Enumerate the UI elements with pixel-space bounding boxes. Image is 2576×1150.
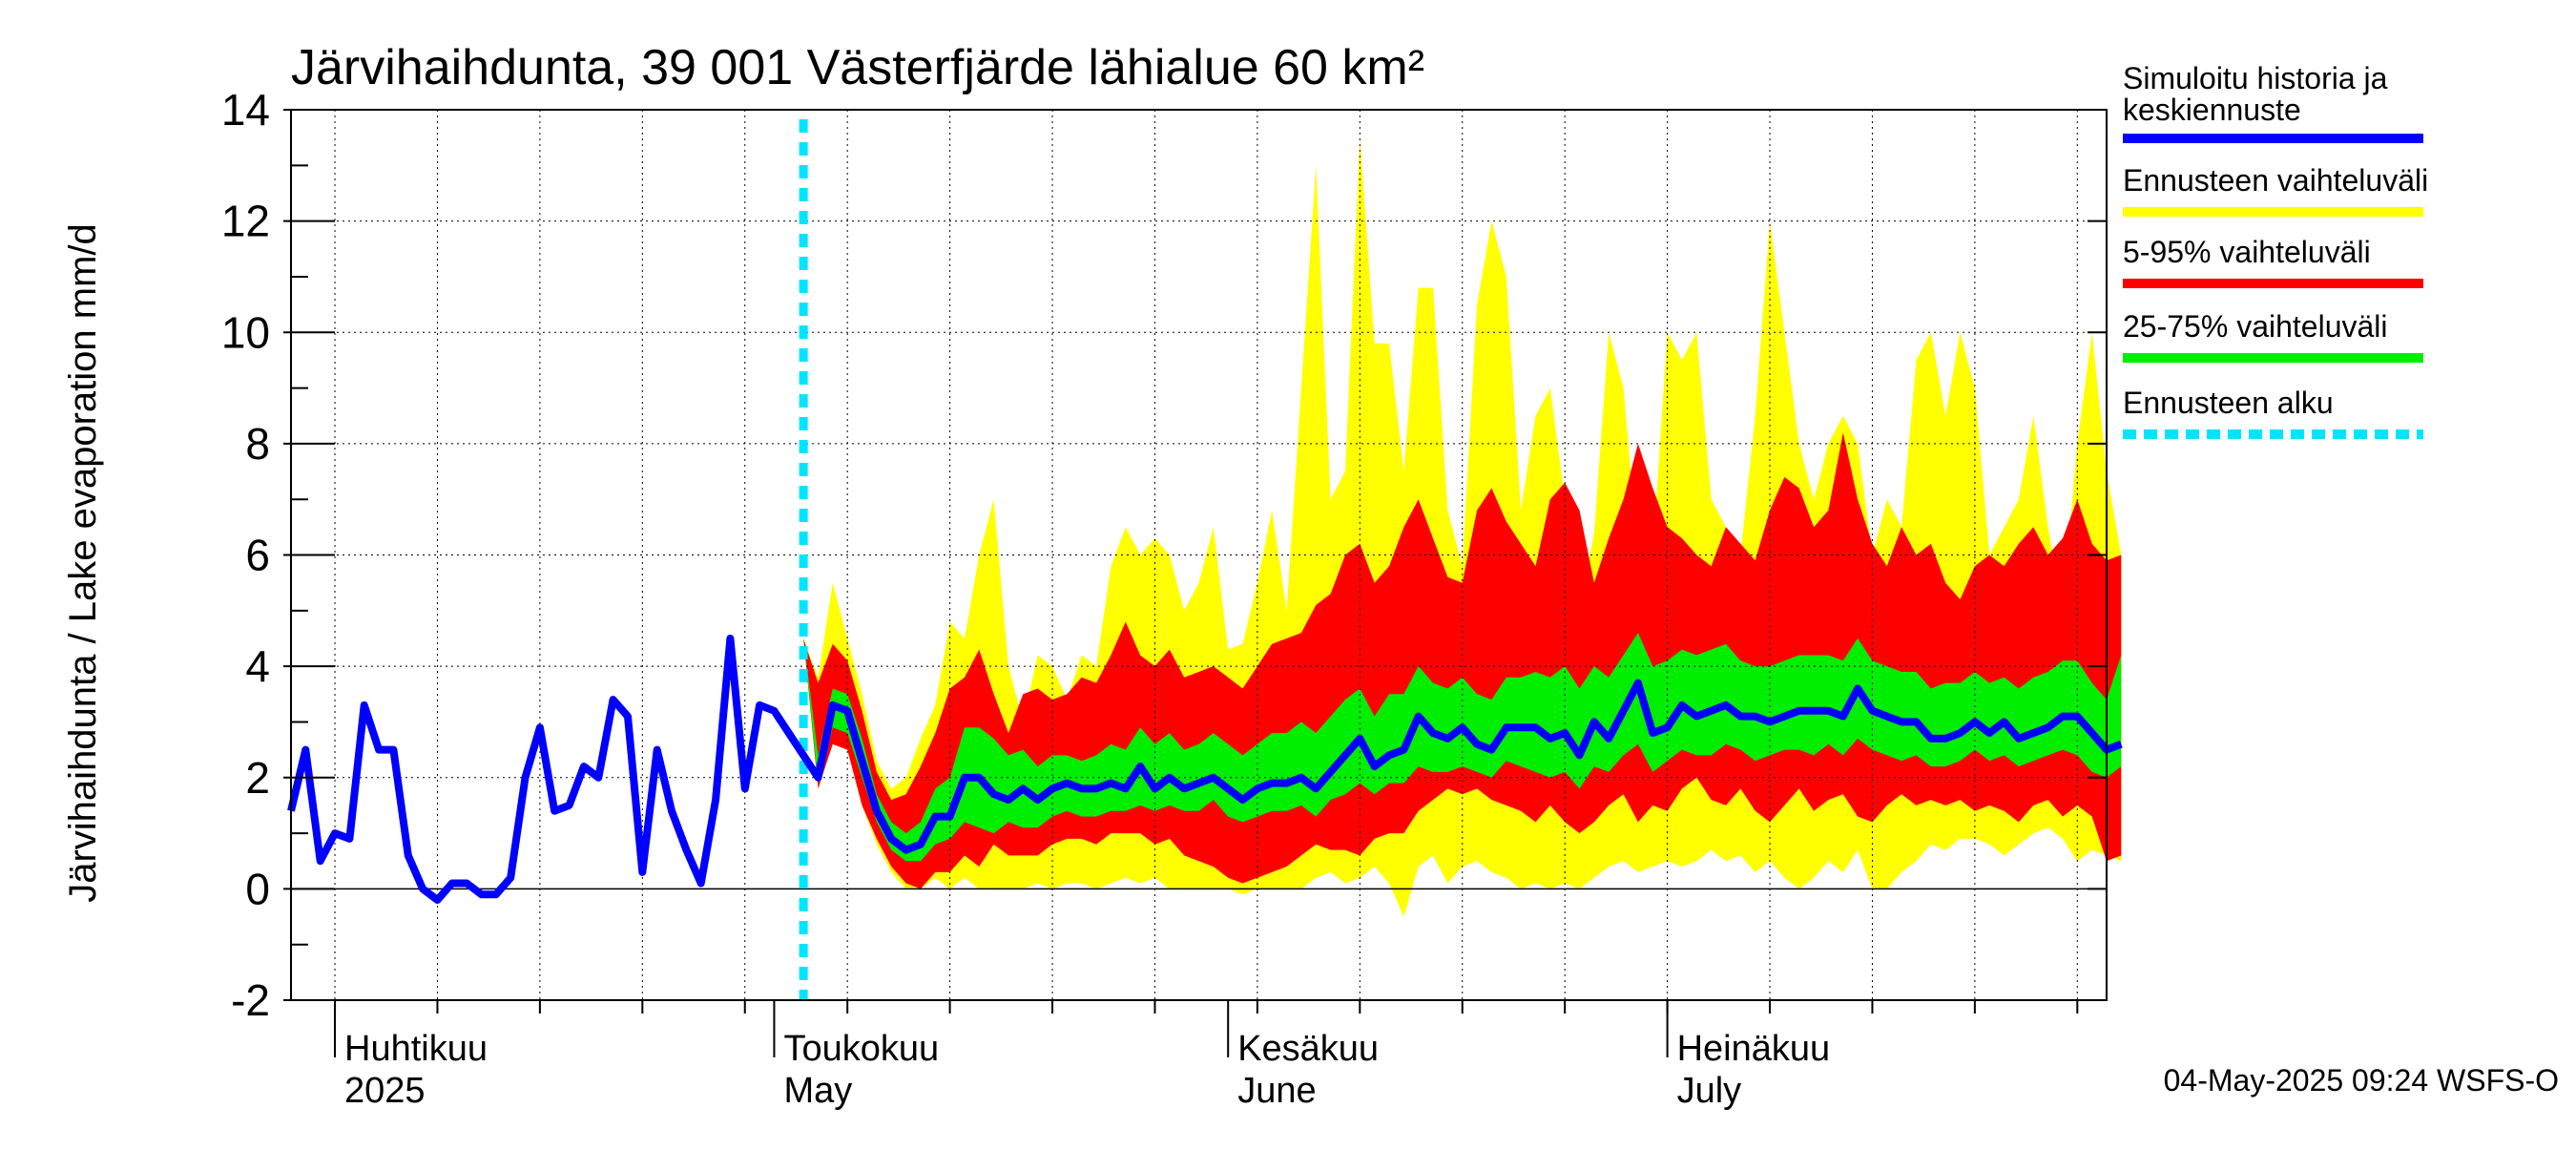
- y-tick-label: 10: [221, 307, 270, 357]
- legend-label: Ennusteen vaihteluväli: [2123, 163, 2428, 198]
- legend-label: Ennusteen alku: [2123, 386, 2334, 420]
- month-label-fi: Heinäkuu: [1677, 1029, 1831, 1069]
- month-label-fi: Kesäkuu: [1237, 1029, 1379, 1069]
- gridlines: [291, 110, 2107, 1000]
- chart-title: Järvihaihdunta, 39 001 Västerfjärde lähi…: [291, 40, 1424, 95]
- month-label-en: 2025: [344, 1071, 426, 1111]
- mean-history-line: [287, 635, 2123, 904]
- legend-label: keskiennuste: [2123, 93, 2301, 127]
- y-tick-label: 8: [245, 419, 270, 469]
- y-tick-label: 6: [245, 531, 270, 580]
- month-label-en: June: [1237, 1071, 1316, 1111]
- y-axis-label: Järvihaihdunta / Lake evaporation mm/d: [62, 223, 104, 903]
- legend-label: Simuloitu historia ja: [2123, 61, 2388, 95]
- month-label-fi: Huhtikuu: [344, 1029, 488, 1069]
- timestamp-footer: 04-May-2025 09:24 WSFS-O: [2164, 1063, 2559, 1098]
- legend-label: 25-75% vaihteluväli: [2123, 309, 2388, 344]
- series-lines: [287, 119, 2123, 1000]
- y-tick-label: 2: [245, 753, 270, 803]
- month-label-en: May: [783, 1071, 852, 1111]
- legend-label: 5-95% vaihteluväli: [2123, 235, 2371, 269]
- month-label-en: July: [1677, 1071, 1742, 1111]
- y-tick-label: 4: [245, 641, 270, 691]
- y-tick-label: 0: [245, 864, 270, 913]
- y-tick-label: 14: [221, 85, 270, 135]
- y-tick-label: -2: [231, 975, 270, 1025]
- month-label-fi: Toukokuu: [783, 1029, 939, 1069]
- y-tick-label: 12: [221, 197, 270, 246]
